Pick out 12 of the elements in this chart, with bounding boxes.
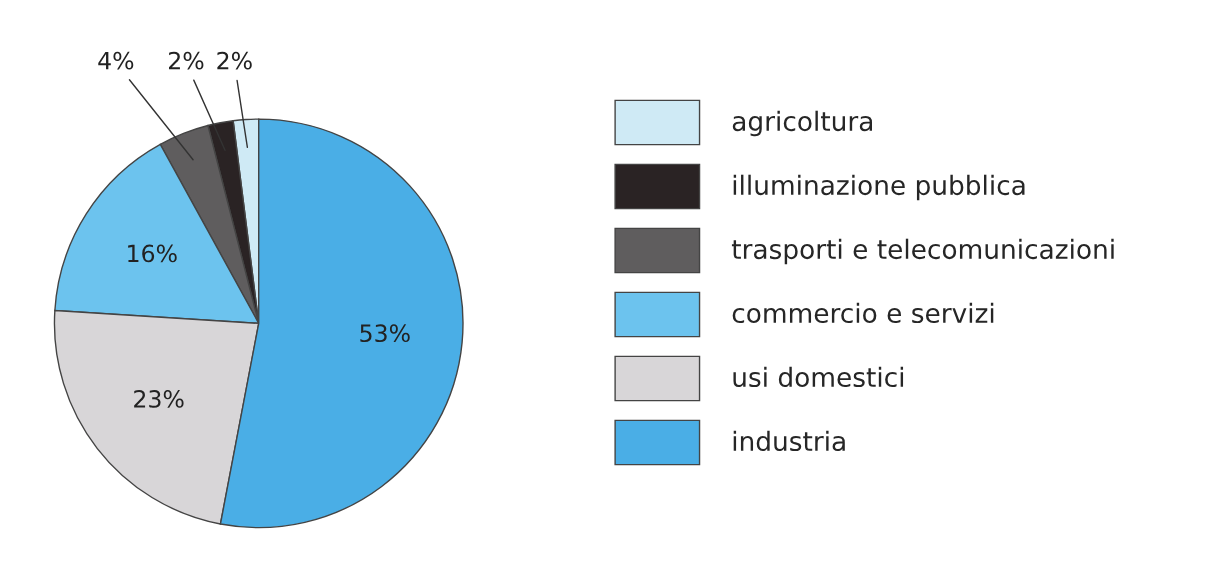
data-label: 53% xyxy=(360,324,410,343)
legend-label: trasporti e telecomunicazioni xyxy=(731,238,1114,265)
legend-label: usi domestici xyxy=(733,366,904,388)
data-label: 23% xyxy=(134,389,184,408)
data-label: 16% xyxy=(128,244,177,263)
data-label: 2% xyxy=(217,51,252,70)
data-label: 2% xyxy=(169,51,204,70)
legend-label: illuminazione pubblica xyxy=(733,174,1025,201)
legend-label: agricoltura xyxy=(732,110,873,137)
legend-label: industria xyxy=(733,430,845,452)
data-label: 4% xyxy=(98,51,134,70)
legend-label: commercio e servizi xyxy=(732,302,994,324)
